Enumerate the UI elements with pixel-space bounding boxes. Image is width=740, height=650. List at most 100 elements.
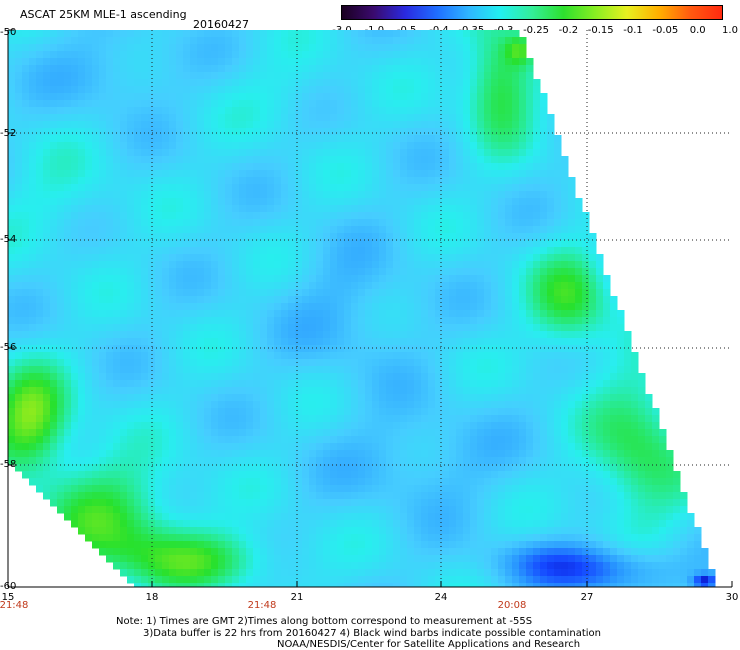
- swath-cell: [92, 93, 100, 101]
- swath-cell: [498, 436, 506, 444]
- swath-cell: [568, 429, 576, 437]
- swath-cell: [239, 324, 247, 332]
- swath-cell: [358, 261, 366, 269]
- swath-cell: [176, 303, 184, 311]
- swath-cell: [526, 198, 534, 206]
- swath-cell: [197, 352, 205, 360]
- swath-cell: [561, 394, 569, 402]
- swath-cell: [253, 345, 261, 353]
- swath-cell: [120, 37, 128, 45]
- swath-cell: [624, 394, 632, 402]
- swath-cell: [302, 296, 310, 304]
- swath-cell: [281, 79, 289, 87]
- swath-cell: [148, 324, 156, 332]
- swath-cell: [183, 359, 191, 367]
- swath-cell: [365, 380, 373, 388]
- swath-cell: [498, 79, 506, 87]
- swath-cell: [239, 359, 247, 367]
- swath-cell: [477, 233, 485, 241]
- swath-cell: [449, 317, 457, 325]
- swath-cell: [267, 149, 275, 157]
- swath-cell: [379, 205, 387, 213]
- swath-cell: [617, 408, 625, 416]
- swath-cell: [442, 345, 450, 353]
- swath-cell: [141, 422, 149, 430]
- swath-cell: [379, 394, 387, 402]
- swath-cell: [71, 198, 79, 206]
- swath-cell: [645, 429, 653, 437]
- swath-cell: [288, 436, 296, 444]
- swath-cell: [57, 128, 65, 136]
- swath-cell: [540, 408, 548, 416]
- swath-cell: [288, 296, 296, 304]
- swath-cell: [288, 170, 296, 178]
- swath-cell: [113, 345, 121, 353]
- swath-cell: [57, 422, 65, 430]
- swath-cell: [288, 51, 296, 59]
- swath-cell: [491, 359, 499, 367]
- swath-cell: [428, 415, 436, 423]
- swath-cell: [8, 51, 16, 59]
- swath-cell: [505, 156, 513, 164]
- swath-cell: [29, 359, 37, 367]
- swath-cell: [477, 282, 485, 290]
- swath-cell: [344, 331, 352, 339]
- swath-cell: [309, 429, 317, 437]
- swath-cell: [169, 268, 177, 276]
- swath-cell: [456, 394, 464, 402]
- swath-cell: [449, 338, 457, 346]
- swath-cell: [498, 324, 506, 332]
- swath-cell: [15, 44, 23, 52]
- swath-cell: [106, 268, 114, 276]
- swath-cell: [246, 163, 254, 171]
- swath-cell: [470, 72, 478, 80]
- swath-cell: [246, 408, 254, 416]
- swath-cell: [526, 415, 534, 423]
- swath-cell: [218, 177, 226, 185]
- swath-cell: [141, 51, 149, 59]
- swath-cell: [442, 331, 450, 339]
- swath-cell: [330, 261, 338, 269]
- swath-cell: [176, 366, 184, 374]
- swath-cell: [428, 177, 436, 185]
- swath-cell: [407, 58, 415, 66]
- swath-cell: [337, 142, 345, 150]
- swath-cell: [253, 401, 261, 409]
- swath-cell: [204, 324, 212, 332]
- swath-cell: [456, 30, 464, 38]
- swath-cell: [393, 219, 401, 227]
- swath-cell: [162, 380, 170, 388]
- swath-cell: [22, 170, 30, 178]
- swath-cell: [106, 247, 114, 255]
- swath-cell: [512, 282, 520, 290]
- swath-cell: [281, 429, 289, 437]
- swath-cell: [260, 198, 268, 206]
- swath-cell: [253, 324, 261, 332]
- swath-cell: [526, 86, 534, 94]
- swath-cell: [169, 317, 177, 325]
- swath-cell: [477, 352, 485, 360]
- swath-cell: [568, 226, 576, 234]
- swath-cell: [92, 401, 100, 409]
- swath-cell: [176, 401, 184, 409]
- swath-cell: [92, 191, 100, 199]
- swath-cell: [155, 170, 163, 178]
- swath-cell: [190, 359, 198, 367]
- swath-cell: [288, 408, 296, 416]
- swath-cell: [50, 415, 58, 423]
- swath-cell: [407, 247, 415, 255]
- swath-cell: [204, 443, 212, 451]
- swath-cell: [127, 114, 135, 122]
- swath-cell: [421, 296, 429, 304]
- swath-cell: [85, 261, 93, 269]
- swath-cell: [477, 394, 485, 402]
- swath-cell: [449, 212, 457, 220]
- swath-cell: [568, 387, 576, 395]
- swath-cell: [365, 219, 373, 227]
- swath-cell: [435, 30, 443, 38]
- swath-cell: [15, 233, 23, 241]
- swath-cell: [183, 324, 191, 332]
- swath-cell: [358, 352, 366, 360]
- swath-cell: [85, 37, 93, 45]
- swath-cell: [484, 100, 492, 108]
